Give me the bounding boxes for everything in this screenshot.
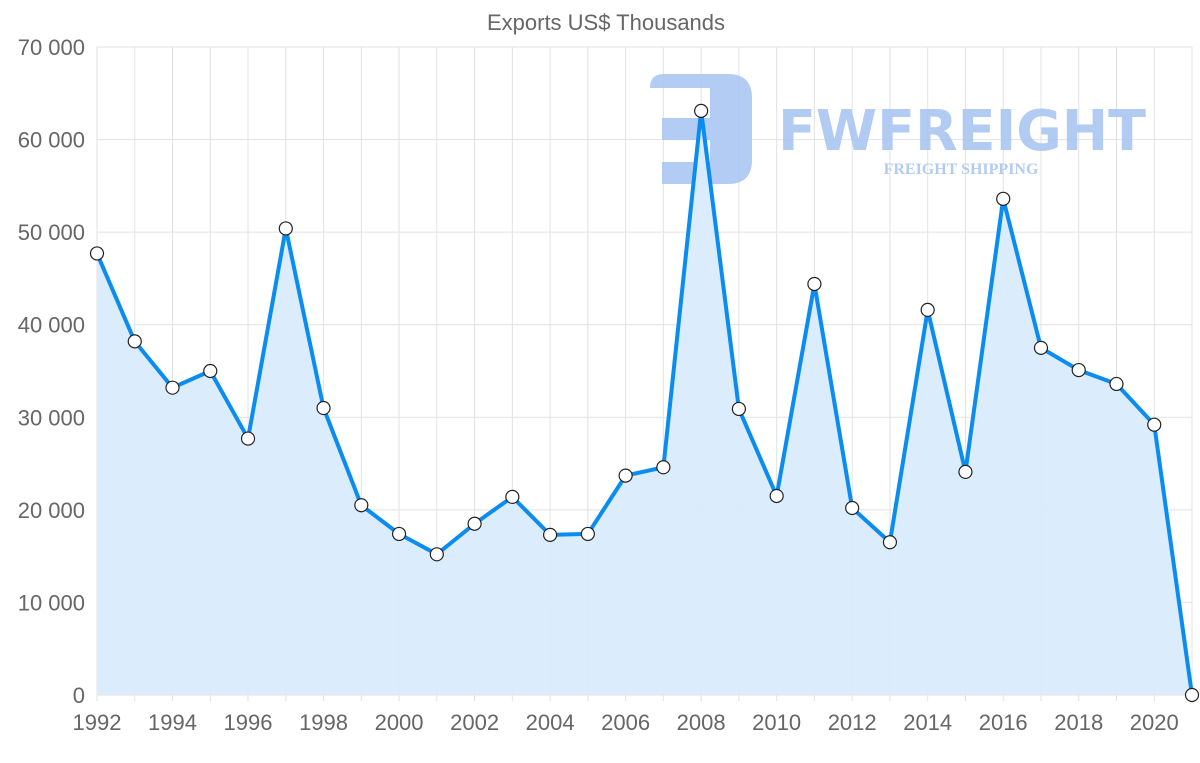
data-point[interactable]	[391, 526, 407, 542]
data-point[interactable]	[807, 276, 822, 292]
x-tick-label: 1992	[73, 710, 122, 735]
series-area	[97, 110, 1192, 696]
y-tick-label: 60 000	[18, 128, 85, 153]
data-point[interactable]	[580, 526, 595, 542]
series-points	[89, 103, 1200, 703]
data-point[interactable]	[618, 468, 633, 483]
x-tick-label: 2006	[601, 710, 650, 735]
x-tick-label: 2008	[677, 710, 726, 735]
x-tick-label: 2000	[375, 710, 424, 735]
data-point[interactable]	[467, 516, 482, 531]
data-point[interactable]	[203, 363, 218, 379]
y-tick-label: 50 000	[18, 220, 85, 245]
data-point[interactable]	[769, 488, 784, 504]
x-tick-label: 2012	[828, 710, 877, 735]
data-point[interactable]	[240, 431, 256, 446]
y-axis-ticks: 0 10 000 20 000 30 000 40 000 50 000 60 000 70 …	[18, 35, 85, 708]
chart-title: Exports US$ Thousands	[487, 10, 725, 35]
data-point[interactable]	[278, 221, 293, 236]
data-point[interactable]	[1109, 376, 1124, 392]
data-point[interactable]	[731, 401, 746, 417]
y-tick-label: 0	[73, 683, 85, 708]
x-tick-label: 2020	[1130, 710, 1179, 735]
data-point[interactable]	[882, 535, 898, 550]
data-point[interactable]	[958, 464, 973, 480]
data-point[interactable]	[127, 334, 142, 349]
data-point[interactable]	[1033, 340, 1049, 355]
x-tick-label: 2016	[979, 710, 1028, 735]
x-tick-label: 2018	[1054, 710, 1103, 735]
data-point[interactable]	[1071, 362, 1086, 378]
x-tick-label: 1994	[148, 710, 197, 735]
data-point[interactable]	[89, 246, 105, 261]
fwfreight-watermark-logo: FWFREIGHT FREIGHT SHIPPING	[650, 74, 1146, 184]
x-tick-label: 2002	[450, 710, 499, 735]
x-tick-label: 2014	[903, 710, 952, 735]
data-point[interactable]	[694, 103, 709, 118]
data-point[interactable]	[165, 380, 180, 395]
y-tick-label: 30 000	[18, 405, 85, 430]
series-line	[95, 108, 1194, 696]
x-axis-ticks: 1992 1994 1996 1998 2000 2002 2004 2006 2008 2010…	[73, 710, 1179, 735]
logo-tagline: FREIGHT SHIPPING	[884, 161, 1039, 178]
data-point[interactable]	[429, 547, 444, 562]
y-tick-label: 10 000	[18, 590, 85, 615]
data-point[interactable]	[1184, 687, 1200, 703]
data-point[interactable]	[996, 191, 1011, 206]
data-point[interactable]	[505, 489, 520, 504]
data-point[interactable]	[656, 460, 671, 475]
data-point[interactable]	[543, 527, 558, 542]
data-point[interactable]	[354, 498, 369, 513]
x-tick-label: 1998	[299, 710, 348, 735]
y-tick-label: 20 000	[18, 498, 85, 523]
x-tick-label: 1996	[224, 710, 273, 735]
data-point[interactable]	[920, 302, 935, 318]
data-point[interactable]	[845, 500, 860, 516]
x-tick-label: 2004	[526, 710, 575, 735]
logo-brand: FWFREIGHT	[778, 99, 1146, 164]
y-tick-label: 40 000	[18, 313, 85, 338]
y-tick-label: 70 000	[18, 35, 85, 60]
data-point[interactable]	[316, 400, 331, 416]
x-tick-label: 2010	[752, 710, 801, 735]
data-point[interactable]	[1147, 417, 1162, 432]
